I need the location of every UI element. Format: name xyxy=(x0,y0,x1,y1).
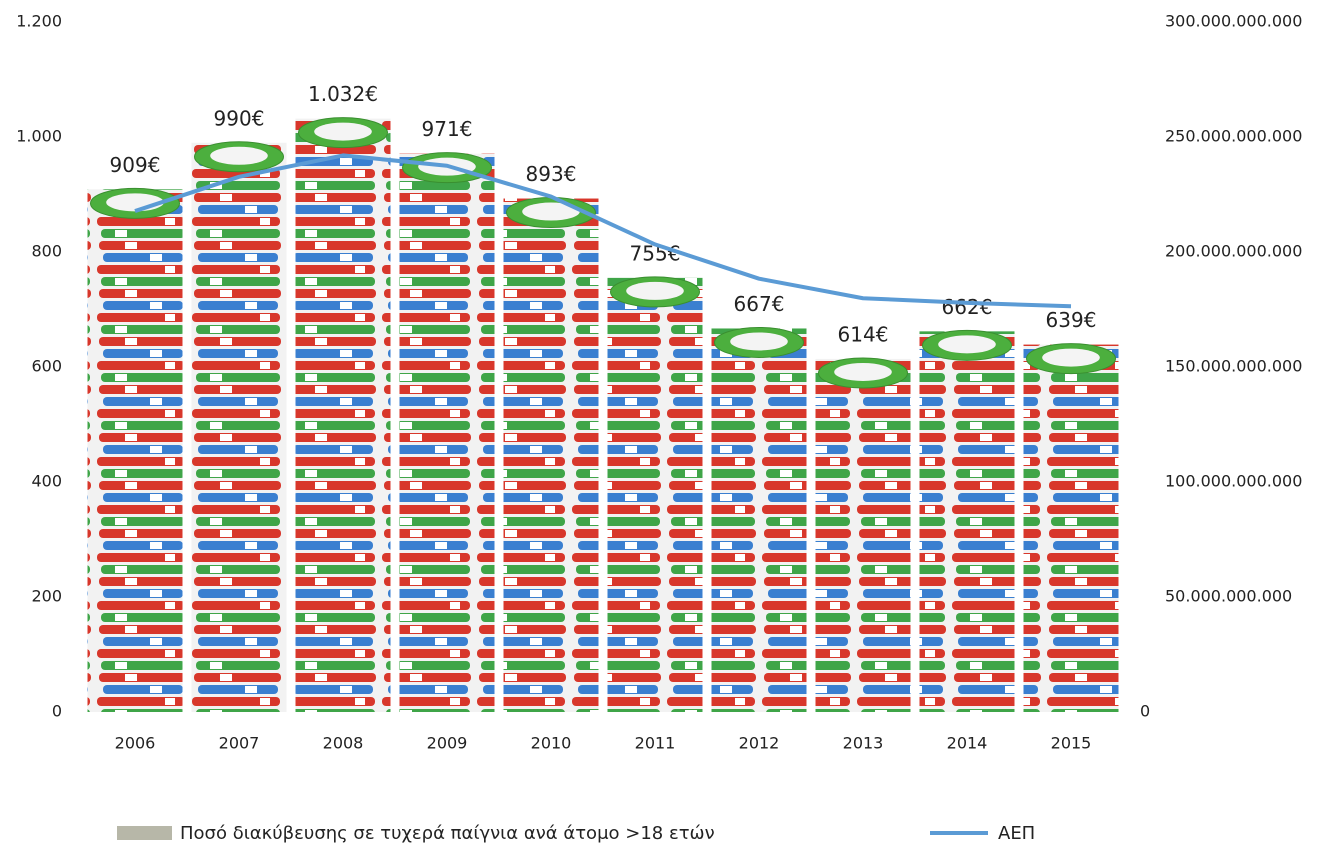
x-tick-label: 2010 xyxy=(531,734,572,753)
chip-cap-center xyxy=(1042,348,1100,367)
chip-cap-center xyxy=(314,122,372,141)
value-label: 1.032€ xyxy=(308,82,378,106)
chip-cap-center xyxy=(522,202,580,221)
value-label: 893€ xyxy=(526,162,577,186)
x-tick-label: 2012 xyxy=(739,734,780,753)
value-label: 667€ xyxy=(734,292,785,316)
legend-swatch xyxy=(117,826,172,840)
x-tick-label: 2006 xyxy=(115,734,156,753)
x-tick-label: 2011 xyxy=(635,734,676,753)
bar xyxy=(295,118,391,713)
x-tick-label: 2015 xyxy=(1051,734,1092,753)
y2-tick-label: 150.000.000.000 xyxy=(1165,357,1302,376)
y-tick-label: 800 xyxy=(31,242,62,261)
bar xyxy=(503,198,599,712)
y-tick-label: 1.200 xyxy=(16,12,62,31)
bar xyxy=(815,358,911,712)
y2-tick-label: 200.000.000.000 xyxy=(1165,242,1302,261)
value-label: 909€ xyxy=(110,153,161,177)
value-label: 971€ xyxy=(422,117,473,141)
bar xyxy=(919,331,1015,712)
bar xyxy=(1023,344,1119,712)
legend-label: Ποσό διακύβευσης σε τυχερά παίγνια ανά ά… xyxy=(180,823,715,844)
x-tick-label: 2007 xyxy=(219,734,260,753)
x-tick-label: 2013 xyxy=(843,734,884,753)
x-tick-label: 2014 xyxy=(947,734,988,753)
y2-tick-label: 50.000.000.000 xyxy=(1165,587,1292,606)
chip-cap-center xyxy=(834,362,892,381)
y-tick-label: 200 xyxy=(31,587,62,606)
chip-cap-center xyxy=(210,146,268,165)
bar xyxy=(191,142,287,712)
y-tick-label: 400 xyxy=(31,472,62,491)
chip-cap-center xyxy=(626,281,684,300)
value-label: 614€ xyxy=(838,322,889,346)
value-label: 639€ xyxy=(1046,308,1097,332)
bar xyxy=(711,328,807,712)
chip-cap-center xyxy=(730,332,788,351)
y2-tick-label: 250.000.000.000 xyxy=(1165,127,1302,146)
x-tick-label: 2009 xyxy=(427,734,468,753)
legend-label: ΑΕΠ xyxy=(998,823,1035,844)
x-tick-label: 2008 xyxy=(323,734,364,753)
bar xyxy=(607,277,703,712)
y-tick-label: 1.000 xyxy=(16,127,62,146)
line xyxy=(134,153,1072,309)
chip-cap-center xyxy=(938,335,996,354)
y2-tick-label: 300.000.000.000 xyxy=(1165,12,1302,31)
y2-tick-label: 0 xyxy=(1140,702,1150,721)
bar xyxy=(399,153,495,713)
bar xyxy=(87,189,183,712)
y2-tick-label: 100.000.000.000 xyxy=(1165,472,1302,491)
y-tick-label: 0 xyxy=(52,702,62,721)
y-tick-label: 600 xyxy=(31,357,62,376)
value-label: 990€ xyxy=(214,106,265,130)
value-label: 662€ xyxy=(942,295,993,319)
